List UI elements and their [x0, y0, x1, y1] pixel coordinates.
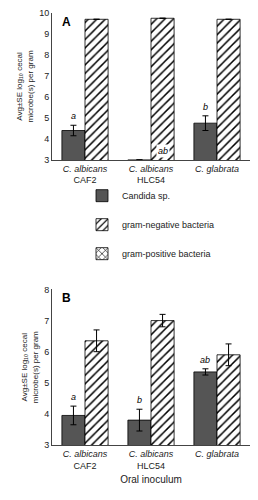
svg-text:C. albicansCAF2: C. albicansCAF2	[63, 449, 108, 471]
svg-text:C. glabrata: C. glabrata	[195, 449, 239, 459]
svg-text:Avg±SE log₁₀ cecalmicrobe(s) p: Avg±SE log₁₀ cecalmicrobe(s) per gram	[15, 50, 34, 122]
svg-text:3: 3	[44, 440, 49, 450]
svg-text:b: b	[137, 395, 142, 405]
svg-text:b: b	[203, 102, 208, 112]
svg-text:9: 9	[44, 29, 49, 39]
svg-text:6: 6	[44, 347, 49, 357]
svg-text:8: 8	[44, 285, 49, 295]
svg-text:C. albicansHLC54: C. albicansHLC54	[129, 164, 174, 186]
svg-text:A: A	[62, 15, 71, 29]
svg-text:3: 3	[44, 155, 49, 165]
svg-text:Candida sp.: Candida sp.	[122, 191, 170, 201]
svg-text:ab: ab	[158, 146, 168, 156]
svg-text:gram-positive bacteria: gram-positive bacteria	[122, 249, 211, 259]
svg-text:B: B	[62, 291, 71, 305]
svg-text:C. albicansCAF2: C. albicansCAF2	[63, 164, 108, 186]
svg-text:a: a	[71, 392, 76, 402]
svg-text:7: 7	[44, 71, 49, 81]
svg-text:gram-negative bacteria: gram-negative bacteria	[122, 220, 214, 230]
svg-text:5: 5	[44, 113, 49, 123]
svg-text:6: 6	[44, 92, 49, 102]
svg-text:a: a	[71, 111, 76, 121]
svg-text:8: 8	[44, 50, 49, 60]
svg-text:ab: ab	[200, 355, 210, 365]
svg-text:Avg±SE log₁₀ cecalmicrobe(s) p: Avg±SE log₁₀ cecalmicrobe(s) per gram	[20, 331, 39, 403]
svg-text:C. glabrata: C. glabrata	[195, 164, 239, 174]
svg-text:7: 7	[44, 316, 49, 326]
svg-text:C. albicansHLC54: C. albicansHLC54	[129, 449, 174, 471]
svg-text:5: 5	[44, 378, 49, 388]
svg-text:10: 10	[39, 8, 49, 18]
svg-text:4: 4	[44, 409, 49, 419]
svg-text:4: 4	[44, 134, 49, 144]
svg-text:Oral inoculum: Oral inoculum	[120, 474, 182, 485]
